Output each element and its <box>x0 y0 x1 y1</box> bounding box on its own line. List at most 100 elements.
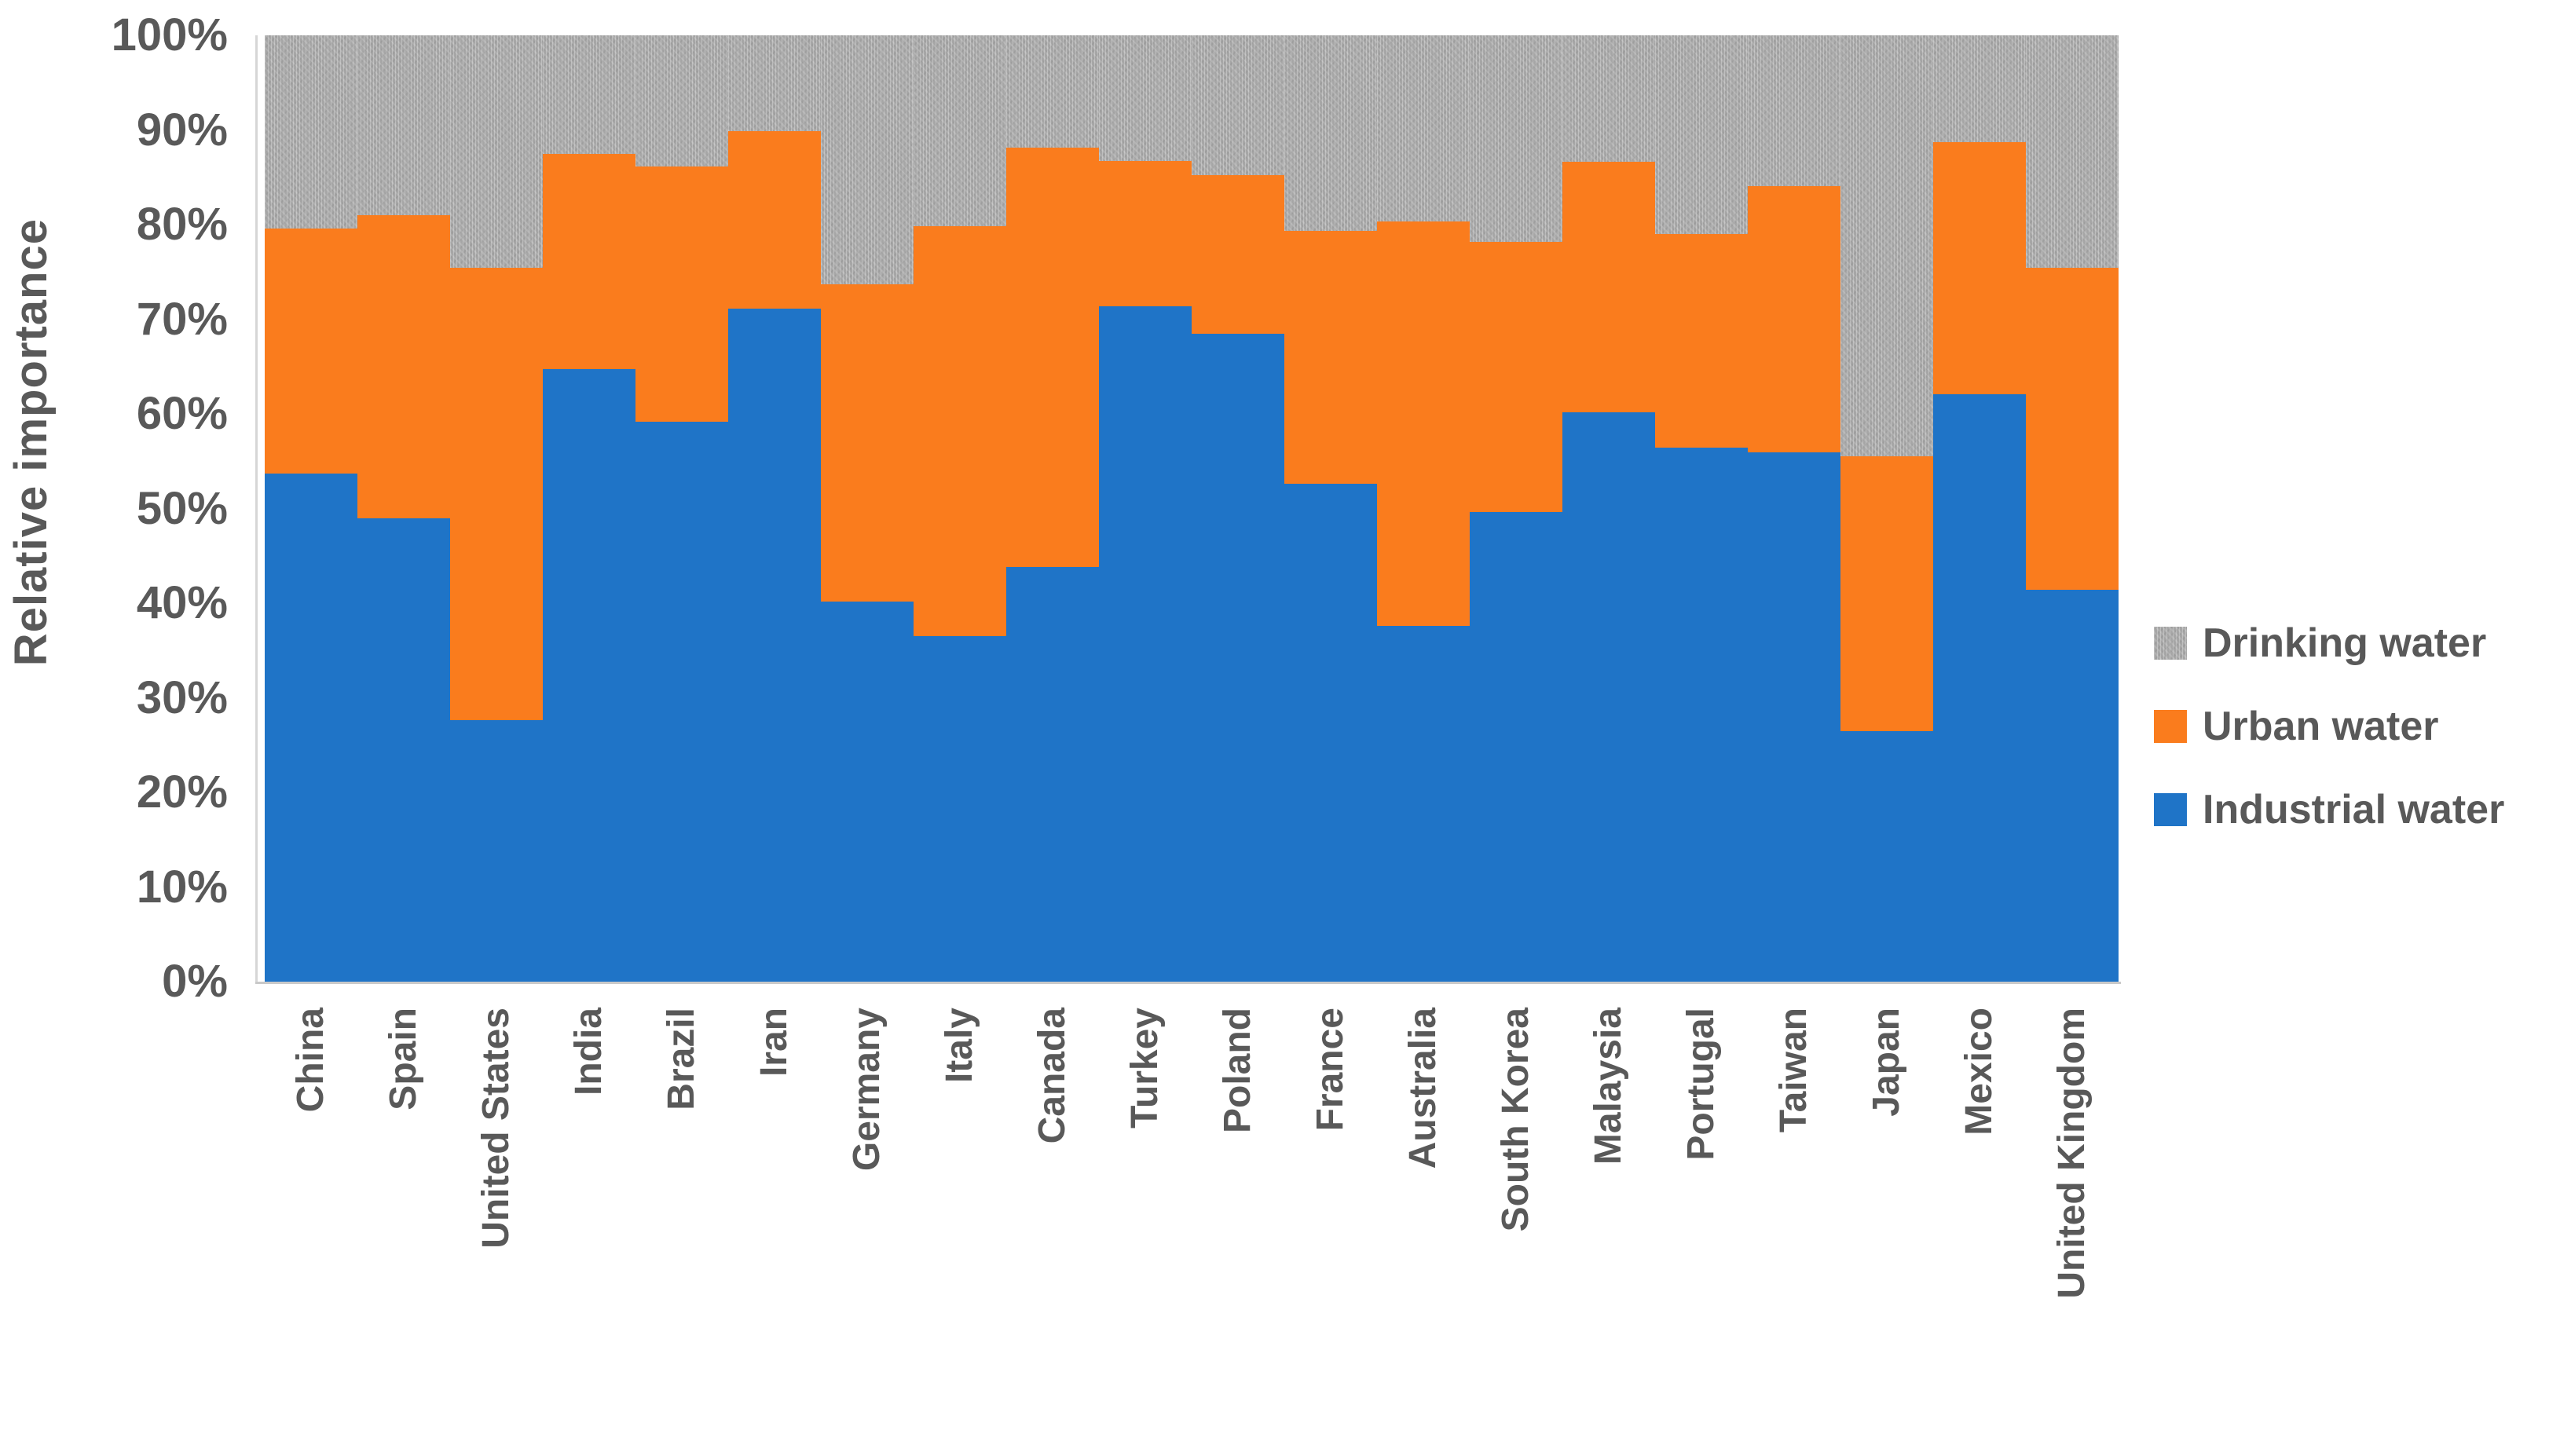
drinking-water-segment <box>1470 35 1562 242</box>
drinking-water-segment <box>1006 35 1099 148</box>
drinking-water-segment <box>1377 35 1470 222</box>
urban-water-segment <box>914 226 1006 637</box>
urban-water-segment <box>1655 234 1748 448</box>
urban-water-segment <box>2026 268 2119 591</box>
bar-italy <box>914 35 1006 982</box>
urban-water-segment <box>1562 162 1655 412</box>
x-category-label: Australia <box>1402 1008 1444 1169</box>
y-tick-label: 40% <box>136 577 228 628</box>
bar-japan <box>1840 35 1933 982</box>
bar-poland <box>1192 35 1284 982</box>
chart-legend: Drinking water Urban water Industrial wa… <box>2154 622 2504 831</box>
y-tick-label: 100% <box>111 9 228 60</box>
drinking-water-segment <box>914 35 1006 227</box>
industrial-water-segment <box>1284 484 1377 982</box>
y-tick-label: 0% <box>162 956 228 1007</box>
urban-water-segment <box>821 284 914 602</box>
drinking-water-segment <box>1840 35 1933 457</box>
industrial-water-swatch-icon <box>2154 793 2187 826</box>
y-axis-line <box>255 35 258 984</box>
x-category-label: Mexico <box>1958 1008 2000 1136</box>
y-tick-label: 70% <box>136 293 228 345</box>
drinking-water-segment <box>1655 35 1748 235</box>
legend-label: Urban water <box>2203 704 2439 749</box>
x-category-label: Poland <box>1217 1008 1258 1134</box>
urban-water-segment <box>635 166 728 422</box>
urban-water-segment <box>1284 231 1377 485</box>
y-tick-label: 80% <box>136 199 228 250</box>
legend-label: Industrial water <box>2203 787 2505 832</box>
x-category-label: Portugal <box>1680 1008 1722 1161</box>
x-category-label: Germany <box>846 1008 888 1172</box>
drinking-water-segment <box>543 35 635 154</box>
y-tick-label: 30% <box>136 671 228 723</box>
urban-water-segment <box>543 153 635 370</box>
x-category-label: China <box>290 1008 331 1113</box>
urban-water-segment <box>1840 456 1933 731</box>
urban-water-segment <box>1099 161 1192 306</box>
x-category-label: Japan <box>1866 1008 1907 1117</box>
y-tick-label: 60% <box>136 388 228 439</box>
industrial-water-segment <box>450 720 543 982</box>
industrial-water-segment <box>2026 590 2119 982</box>
x-category-label: Malaysia <box>1588 1008 1629 1165</box>
x-category-label: Iran <box>753 1008 795 1077</box>
drinking-water-segment <box>450 35 543 269</box>
bar-germany <box>821 35 914 982</box>
x-category-label: United States <box>475 1008 517 1249</box>
industrial-water-segment <box>728 309 821 982</box>
bar-iran <box>728 35 821 982</box>
industrial-water-segment <box>1470 512 1562 982</box>
industrial-water-segment <box>635 421 728 982</box>
y-tick-label: 10% <box>136 861 228 913</box>
drinking-water-segment <box>1192 35 1284 176</box>
legend-item-drinking-water: Drinking water <box>2154 622 2504 664</box>
x-category-label: Turkey <box>1124 1008 1166 1129</box>
y-tick-label: 90% <box>136 104 228 155</box>
urban-water-segment <box>1377 221 1470 626</box>
bar-south-korea <box>1470 35 1562 982</box>
drinking-water-segment <box>1933 35 2026 143</box>
drinking-water-segment <box>2026 35 2119 269</box>
urban-water-segment <box>1192 175 1284 334</box>
drinking-water-segment <box>1562 35 1655 163</box>
industrial-water-segment <box>543 369 635 982</box>
x-category-label: Brazil <box>661 1008 702 1110</box>
drinking-water-segment <box>1284 35 1377 232</box>
urban-water-segment <box>1470 241 1562 513</box>
y-tick-label: 20% <box>136 766 228 818</box>
urban-water-segment <box>265 228 357 474</box>
industrial-water-segment <box>1748 452 1840 982</box>
industrial-water-segment <box>1655 448 1748 982</box>
bar-india <box>543 35 635 982</box>
drinking-water-segment <box>1748 35 1840 186</box>
drinking-water-segment <box>265 35 357 229</box>
plot-area <box>265 35 2119 982</box>
urban-water-segment <box>357 214 450 518</box>
legend-label: Drinking water <box>2203 620 2487 666</box>
bar-turkey <box>1099 35 1192 982</box>
bar-malaysia <box>1562 35 1655 982</box>
bar-canada <box>1006 35 1099 982</box>
bar-australia <box>1377 35 1470 982</box>
drinking-water-swatch-icon <box>2154 627 2187 660</box>
urban-water-segment <box>450 268 543 721</box>
industrial-water-segment <box>1377 625 1470 982</box>
urban-water-segment <box>728 130 821 309</box>
x-category-label: Italy <box>939 1008 980 1084</box>
x-category-label: India <box>568 1008 610 1096</box>
industrial-water-segment <box>1192 333 1284 982</box>
bar-china <box>265 35 357 982</box>
x-category-label: South Korea <box>1495 1008 1536 1232</box>
bar-france <box>1284 35 1377 982</box>
urban-water-segment <box>1748 185 1840 453</box>
x-axis-line <box>255 982 2121 984</box>
bar-brazil <box>635 35 728 982</box>
bar-united-kingdom <box>2026 35 2119 982</box>
bar-mexico <box>1933 35 2026 982</box>
y-tick-label: 50% <box>136 482 228 534</box>
urban-water-segment <box>1933 142 2026 394</box>
industrial-water-segment <box>1840 730 1933 982</box>
x-category-label: France <box>1309 1008 1351 1132</box>
bar-taiwan <box>1748 35 1840 982</box>
